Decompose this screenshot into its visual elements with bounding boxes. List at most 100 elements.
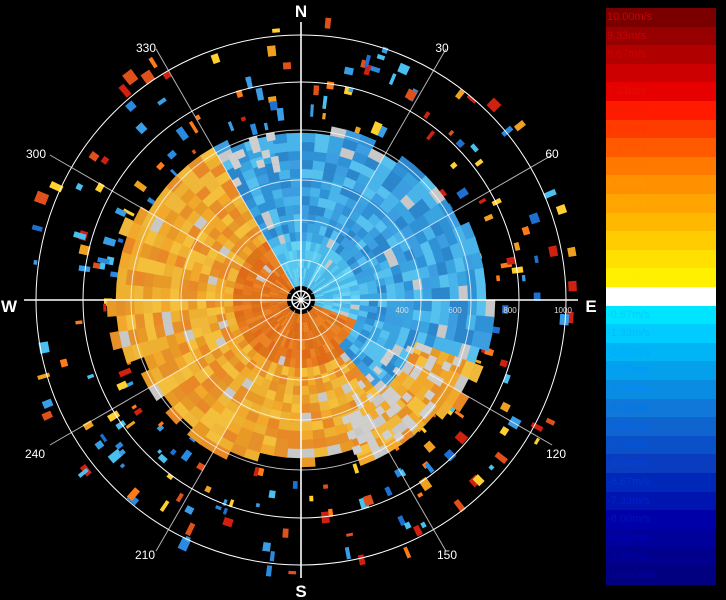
velocity-cell <box>317 197 329 209</box>
velocity-cell <box>295 231 302 242</box>
velocity-cell <box>334 423 349 436</box>
velocity-cell <box>280 402 292 413</box>
legend-swatch <box>606 398 716 418</box>
velocity-cell <box>313 151 328 163</box>
velocity-cell <box>456 187 469 200</box>
velocity-cell <box>370 393 386 408</box>
velocity-cell <box>324 258 334 269</box>
velocity-cell <box>302 313 306 324</box>
velocity-cell <box>78 265 91 273</box>
velocity-cell <box>268 331 278 342</box>
velocity-cell <box>315 383 326 394</box>
velocity-cell <box>309 495 314 502</box>
velocity-cell <box>349 329 361 340</box>
bearing-300-label: 300 <box>26 147 46 161</box>
velocity-cell <box>413 300 424 312</box>
site-marker-tick <box>292 299 302 306</box>
velocity-cell <box>242 448 261 462</box>
velocity-cell <box>454 89 465 100</box>
velocity-cell <box>288 358 296 369</box>
velocity-cell <box>262 358 273 371</box>
velocity-cell <box>340 286 351 294</box>
velocity-cell <box>140 69 155 85</box>
velocity-cell <box>170 384 187 402</box>
legend-swatch <box>606 417 716 436</box>
velocity-cell <box>118 367 132 378</box>
legend-swatch <box>606 454 716 473</box>
velocity-cell <box>153 260 166 276</box>
velocity-cell <box>238 324 250 335</box>
velocity-cell <box>305 240 312 251</box>
velocity-cell <box>309 309 318 318</box>
velocity-cell <box>332 335 343 346</box>
velocity-cell <box>75 182 84 191</box>
velocity-cell <box>488 464 495 471</box>
velocity-cell <box>501 305 509 314</box>
velocity-cell <box>428 186 446 205</box>
velocity-cell <box>367 286 379 295</box>
velocity-cell <box>349 308 360 316</box>
velocity-cell <box>355 142 373 158</box>
legend-swatch <box>606 324 716 343</box>
velocity-cell <box>186 209 202 225</box>
velocity-cell <box>419 240 434 256</box>
velocity-cell <box>483 213 494 222</box>
velocity-cell <box>359 294 370 301</box>
velocity-cell <box>187 299 198 310</box>
velocity-cell <box>327 261 337 272</box>
velocity-cell <box>329 251 340 262</box>
velocity-cell <box>282 528 289 538</box>
velocity-cell <box>406 234 421 250</box>
velocity-cell <box>356 276 368 286</box>
velocity-cell <box>86 373 95 380</box>
velocity-cell <box>262 264 273 274</box>
velocity-cell <box>291 278 297 288</box>
velocity-cell <box>314 317 322 327</box>
velocity-cell <box>415 214 431 231</box>
velocity-cell <box>352 339 365 350</box>
velocity-cell <box>261 348 272 360</box>
velocity-cell <box>345 333 357 345</box>
velocity-cell <box>306 231 314 242</box>
velocity-cell <box>160 347 175 364</box>
velocity-cell <box>311 429 326 440</box>
velocity-cell <box>252 328 263 339</box>
velocity-cell <box>78 244 91 256</box>
velocity-cell <box>290 403 301 414</box>
velocity-cell <box>422 288 433 301</box>
velocity-cell <box>262 190 275 203</box>
legend-label: 9.33m/s <box>607 29 647 42</box>
velocity-cell <box>179 309 190 322</box>
west-label: W <box>1 297 18 316</box>
velocity-cell <box>356 434 367 445</box>
velocity-cell <box>214 414 231 430</box>
velocity-cell <box>412 401 430 419</box>
legend-label: 0.67m/s <box>607 271 647 284</box>
velocity-cell <box>165 406 183 425</box>
velocity-cell <box>205 299 216 309</box>
velocity-cell <box>306 321 313 332</box>
legend-label: -4.67m/s <box>607 420 650 433</box>
velocity-cell <box>397 62 411 76</box>
velocity-cell <box>233 372 247 386</box>
velocity-cell <box>341 291 352 297</box>
velocity-cell <box>191 326 204 339</box>
velocity-cell <box>345 168 361 182</box>
velocity-cell <box>290 177 302 188</box>
velocity-cell <box>351 151 369 166</box>
legend-swatch <box>606 26 716 46</box>
velocity-cell <box>248 337 260 349</box>
velocity-cell <box>270 155 280 166</box>
velocity-cell <box>31 224 43 232</box>
velocity-cell <box>476 300 487 318</box>
velocity-cell <box>314 295 325 299</box>
velocity-cell <box>329 326 340 336</box>
velocity-cell <box>303 277 308 287</box>
velocity-cell <box>380 155 398 172</box>
velocity-cell <box>283 308 292 317</box>
velocity-cell <box>224 311 236 321</box>
velocity-cell <box>309 241 317 252</box>
velocity-cell <box>269 288 280 295</box>
legend-label: -8.67m/s <box>607 531 650 544</box>
velocity-cell <box>275 335 284 346</box>
